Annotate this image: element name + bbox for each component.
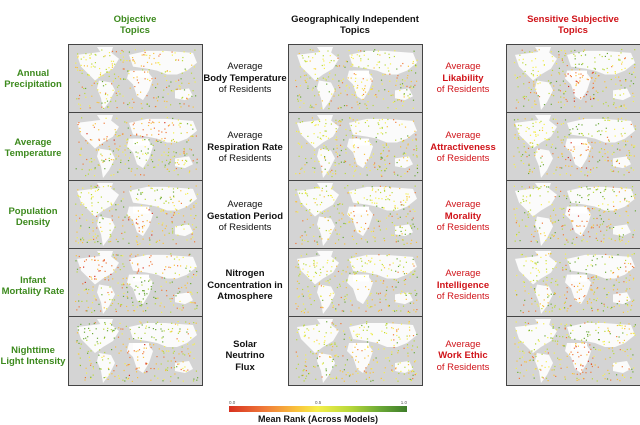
sensitive-label-likability: Average Likability of Residents <box>421 44 505 113</box>
label-line2: Precipitation <box>4 78 62 90</box>
label-bold: Likability <box>442 72 484 84</box>
independent-map-column <box>288 44 423 386</box>
tick-max: 1.0 <box>400 400 407 405</box>
map-temperature <box>69 113 202 181</box>
label-pre: Average <box>227 61 263 73</box>
sensitive-label-morality: Average Morality of Residents <box>421 182 505 251</box>
label-line2: Temperature <box>4 147 62 159</box>
objective-label-population: Population Density <box>0 182 66 251</box>
label-bold: Solar Neutrino Flux <box>225 338 265 373</box>
colorbar-legend: 0.0 0.5 1.0 Mean Rank (Across Models) <box>229 400 407 424</box>
independent-label-neutrino: Solar Neutrino Flux <box>203 320 287 392</box>
label-post: of Residents <box>218 84 272 96</box>
sensitive-label-intelligence: Average Intelligence of Residents <box>421 251 505 320</box>
map-likability <box>507 45 640 113</box>
label-line1: Average <box>14 136 52 148</box>
colorbar-gradient <box>229 406 407 412</box>
map-solar-neutrino-flux <box>289 317 422 385</box>
label-pre: Average <box>445 338 481 350</box>
label-bold: Body Temperature <box>203 72 287 84</box>
map-nitrogen-concentration <box>289 249 422 317</box>
label-line1: Population <box>8 205 58 217</box>
column-header-line1: Geographically Independent <box>291 14 419 25</box>
objective-map-column <box>68 44 203 386</box>
map-intelligence <box>507 249 640 317</box>
map-gestation-period <box>289 181 422 249</box>
objective-label-temperature: Average Temperature <box>0 113 66 182</box>
label-post: of Residents <box>436 361 490 373</box>
map-population-density <box>69 181 202 249</box>
column-header-line2: Topics <box>340 25 370 36</box>
map-respiration-rate <box>289 113 422 181</box>
column-header-line1: Sensitive Subjective <box>527 14 619 25</box>
label-pre: Average <box>445 61 481 73</box>
map-attractiveness <box>507 113 640 181</box>
independent-label-respiration: Average Respiration Rate of Residents <box>203 113 287 182</box>
label-bold: Intelligence <box>436 279 490 291</box>
map-infant-mortality <box>69 249 202 317</box>
label-bold: Nitrogen Concentration in Atmosphere <box>207 268 283 303</box>
label-post: of Residents <box>436 291 490 303</box>
column-header-line1: Objective <box>113 14 157 25</box>
colorbar-title: Mean Rank (Across Models) <box>257 414 379 424</box>
map-morality <box>507 181 640 249</box>
independent-label-gestation: Average Gestation Period of Residents <box>203 182 287 251</box>
column-header-sensitive: Sensitive Subjective Topics <box>506 14 640 36</box>
map-work-ethic <box>507 317 640 385</box>
label-post: of Residents <box>218 153 272 165</box>
label-pre: Average <box>445 268 481 280</box>
tick-min: 0.0 <box>229 400 236 405</box>
label-post: of Residents <box>436 222 490 234</box>
column-header-line2: Topics <box>558 25 588 36</box>
label-post: of Residents <box>436 84 490 96</box>
label-bold: Respiration Rate <box>207 141 283 153</box>
objective-label-precipitation: Annual Precipitation <box>0 44 66 113</box>
sensitive-map-column <box>506 44 640 386</box>
column-header-line2: Topics <box>120 25 150 36</box>
label-bold: Attractiveness <box>430 141 496 153</box>
label-line1: Infant <box>20 274 46 286</box>
label-post: of Residents <box>218 222 272 234</box>
label-bold: Morality <box>444 210 482 222</box>
label-pre: Average <box>445 199 481 211</box>
map-body-temperature <box>289 45 422 113</box>
label-line2: Mortality Rate <box>1 285 65 297</box>
label-pre: Average <box>227 199 263 211</box>
label-pre: Average <box>227 130 263 142</box>
label-bold: Work Ethic <box>438 350 488 362</box>
colorbar-ticks: 0.0 0.5 1.0 <box>229 400 407 406</box>
label-line2: Light Intensity <box>0 356 66 367</box>
label-line1: Nighttime <box>11 345 55 356</box>
column-header-independent: Geographically Independent Topics <box>270 14 440 36</box>
map-precipitation <box>69 45 202 113</box>
sensitive-label-work-ethic: Average Work Ethic of Residents <box>421 320 505 392</box>
column-header-objective: Objective Topics <box>68 14 202 36</box>
label-bold: Gestation Period <box>206 210 283 222</box>
label-line2: Density <box>15 216 51 228</box>
tick-mid: 0.5 <box>315 400 322 405</box>
sensitive-label-attractiveness: Average Attractiveness of Residents <box>421 113 505 182</box>
independent-label-body-temp: Average Body Temperature of Residents <box>203 44 287 113</box>
objective-label-nighttime-light: Nighttime Light Intensity <box>0 320 66 392</box>
map-nighttime-light <box>69 317 202 385</box>
label-post: of Residents <box>436 153 490 165</box>
objective-label-infant-mortality: Infant Mortality Rate <box>0 251 66 320</box>
label-line1: Annual <box>16 67 50 79</box>
label-pre: Average <box>445 130 481 142</box>
independent-label-nitrogen: Nitrogen Concentration in Atmosphere <box>203 251 287 320</box>
